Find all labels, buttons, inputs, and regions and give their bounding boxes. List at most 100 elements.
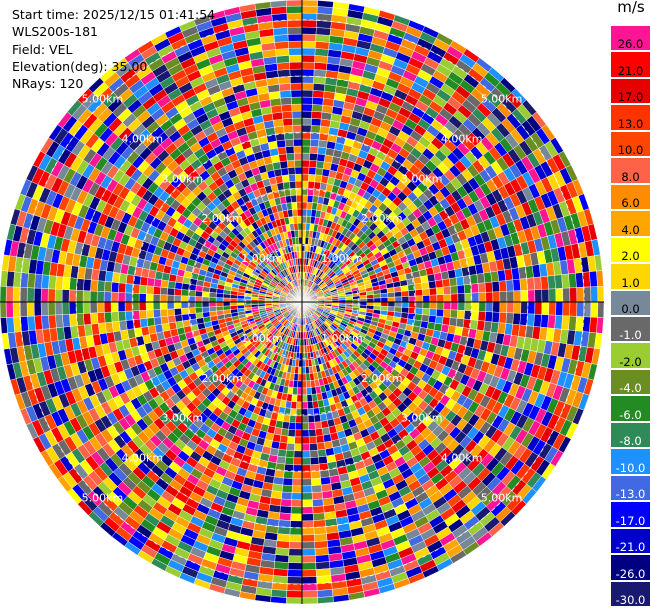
velocity-gate xyxy=(314,540,329,549)
velocity-gate xyxy=(12,286,21,303)
velocity-gate xyxy=(118,311,127,322)
velocity-gate xyxy=(314,547,329,556)
velocity-gate xyxy=(301,415,309,424)
velocity-gate xyxy=(301,527,315,536)
velocity-gate xyxy=(209,310,218,317)
velocity-gate xyxy=(422,308,431,316)
velocity-gate xyxy=(316,442,326,451)
velocity-gate xyxy=(194,301,203,308)
velocity-gate xyxy=(125,274,135,285)
velocity-gate xyxy=(373,297,382,303)
velocity-gate xyxy=(222,297,231,303)
velocity-gate xyxy=(422,295,431,303)
velocity-gate xyxy=(104,311,113,323)
velocity-gate xyxy=(215,305,224,312)
velocity-gate xyxy=(309,442,318,452)
velocity-gate xyxy=(296,394,303,403)
velocity-gate xyxy=(469,319,479,330)
velocity-gate xyxy=(34,273,43,289)
velocity-gate xyxy=(180,301,189,309)
velocity-gate xyxy=(310,386,317,395)
velocity-gate xyxy=(506,290,515,303)
velocity-gate xyxy=(415,301,424,309)
velocity-gate xyxy=(293,457,303,466)
velocity-gate xyxy=(146,317,156,327)
velocity-gate xyxy=(26,301,35,317)
velocity-gate xyxy=(68,301,77,315)
velocity-gate xyxy=(146,277,156,287)
velocity-gate xyxy=(288,541,303,550)
velocity-gate xyxy=(429,308,438,317)
velocity-gate xyxy=(90,279,99,292)
velocity-gate xyxy=(222,305,231,311)
velocity-gate xyxy=(520,289,529,303)
velocity-gate xyxy=(491,281,500,293)
velocity-gate xyxy=(316,20,332,29)
velocity-gate xyxy=(301,61,315,70)
velocity-gate xyxy=(301,590,318,599)
velocity-gate xyxy=(317,448,327,458)
velocity-gate xyxy=(293,450,303,459)
velocity-gate xyxy=(301,12,318,21)
velocity-gate xyxy=(301,124,312,133)
velocity-gate xyxy=(41,274,50,289)
velocity-gate xyxy=(313,62,328,71)
velocity-gate xyxy=(450,293,459,303)
velocity-gate xyxy=(236,304,245,310)
velocity-gate xyxy=(295,415,303,424)
velocity-gate xyxy=(313,69,327,78)
velocity-gate xyxy=(301,152,311,161)
velocity-gate xyxy=(526,313,535,327)
velocity-gate xyxy=(352,295,361,300)
velocity-gate xyxy=(301,597,319,605)
velocity-gate xyxy=(311,484,323,493)
velocity-gate xyxy=(576,301,585,318)
velocity-gate xyxy=(301,215,307,224)
velocity-gate xyxy=(305,373,311,382)
velocity-gate xyxy=(124,301,133,312)
velocity-gate xyxy=(166,308,175,317)
velocity-gate xyxy=(290,513,303,522)
velocity-gate xyxy=(301,506,314,515)
velocity-gate xyxy=(19,301,28,318)
velocity-gate xyxy=(315,41,330,50)
velocity-gate xyxy=(69,277,78,291)
velocity-gate xyxy=(470,283,480,294)
velocity-gate xyxy=(306,194,314,203)
velocity-gate xyxy=(436,308,445,318)
velocity-gate xyxy=(318,139,328,149)
velocity-gate xyxy=(0,270,8,287)
velocity-gate xyxy=(301,555,316,564)
velocity-gate xyxy=(289,415,297,424)
velocity-gate xyxy=(589,316,598,334)
velocity-gate xyxy=(513,290,522,303)
velocity-gate xyxy=(301,33,317,42)
velocity-gate xyxy=(291,485,303,494)
velocity-gate xyxy=(293,443,303,452)
velocity-gate xyxy=(301,366,307,375)
velocity-gate xyxy=(477,311,486,322)
velocity-gate xyxy=(471,301,480,312)
velocity-gate xyxy=(5,301,14,318)
velocity-gate xyxy=(89,290,98,303)
velocity-gate xyxy=(533,313,542,328)
velocity-gate xyxy=(315,435,325,444)
velocity-gate xyxy=(287,562,303,571)
velocity-gate xyxy=(273,561,289,570)
velocity-gate xyxy=(33,301,42,317)
velocity-gate xyxy=(152,301,161,311)
velocity-gate xyxy=(320,420,329,429)
velocity-gate xyxy=(429,301,438,310)
velocity-gate xyxy=(180,289,189,297)
velocity-gate xyxy=(289,527,303,536)
velocity-gate xyxy=(296,401,303,410)
velocity-gate xyxy=(555,301,564,316)
velocity-gate xyxy=(421,281,430,290)
velocity-gate xyxy=(312,505,325,514)
velocity-gate xyxy=(359,298,368,303)
velocity-gate xyxy=(276,533,291,542)
velocity-gate xyxy=(201,296,210,303)
velocity-gate xyxy=(26,287,35,303)
velocity-gate xyxy=(166,301,175,310)
velocity-gate xyxy=(547,314,556,329)
